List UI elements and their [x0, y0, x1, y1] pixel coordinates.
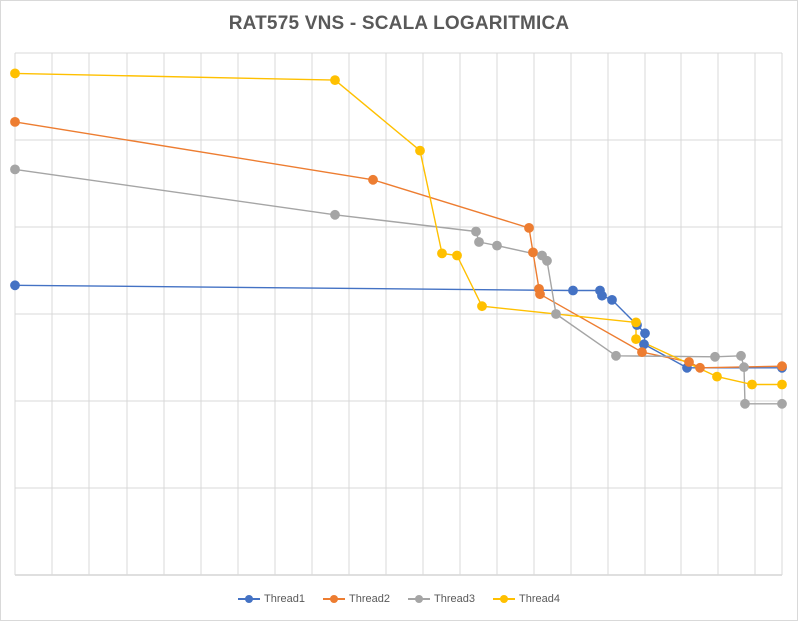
legend-item-thread1: Thread1 [238, 593, 305, 605]
legend-swatch [238, 594, 261, 604]
data-point-thread3 [740, 398, 750, 409]
data-point-thread3 [611, 350, 621, 361]
data-point-thread4 [631, 317, 641, 328]
data-point-thread3 [471, 226, 481, 237]
data-point-thread2 [684, 357, 694, 367]
series-line-thread4 [14, 72, 782, 386]
data-point-thread1 [597, 290, 607, 301]
chart-legend: Thread1 Thread2 Thread3 Thread4 [1, 593, 797, 605]
data-point-thread2 [777, 361, 787, 372]
data-point-thread4 [631, 334, 641, 345]
legend-swatch [408, 594, 430, 604]
data-point-thread3 [492, 240, 502, 251]
data-point-thread4 [330, 75, 340, 85]
data-point-thread3 [739, 362, 749, 373]
series-line-thread2 [14, 121, 783, 369]
series-line-thread1 [14, 284, 782, 369]
legend-label: Thread1 [264, 593, 306, 605]
data-point-thread4 [415, 145, 425, 156]
data-point-thread3 [736, 350, 746, 361]
data-point-thread4 [477, 301, 487, 312]
data-point-thread4 [452, 250, 462, 261]
data-point-thread1 [568, 285, 578, 296]
data-point-thread4 [712, 371, 722, 382]
legend-swatch [323, 594, 346, 604]
data-point-thread3 [777, 398, 787, 409]
data-point-thread4 [10, 68, 20, 79]
data-point-thread1 [640, 328, 650, 339]
data-point-thread3 [551, 309, 561, 319]
data-point-thread4 [437, 248, 447, 259]
legend-label: Thread2 [349, 593, 390, 605]
data-point-thread3 [10, 164, 20, 175]
data-point-thread4 [747, 379, 757, 390]
legend-item-thread4: Thread4 [492, 593, 560, 605]
data-point-thread2 [695, 362, 705, 373]
data-point-thread1 [10, 280, 20, 291]
data-point-thread2 [10, 117, 20, 127]
legend-swatch [492, 594, 515, 604]
data-point-thread2 [528, 247, 538, 258]
data-point-thread1 [607, 294, 617, 305]
data-point-thread2 [535, 289, 545, 300]
chart-title: RAT575 VNS - SCALA LOGARITMICA [228, 13, 570, 34]
data-point-thread2 [637, 347, 647, 358]
data-point-thread2 [368, 174, 378, 185]
data-point-thread3 [330, 209, 340, 220]
legend-label: Thread3 [434, 593, 475, 605]
legend-item-thread3: Thread3 [408, 593, 475, 605]
data-point-thread3 [710, 351, 720, 362]
legend-item-thread2: Thread2 [323, 593, 390, 605]
data-point-thread3 [474, 237, 484, 247]
data-point-thread4 [777, 379, 787, 390]
data-point-thread3 [542, 255, 552, 266]
data-point-thread2 [524, 222, 534, 233]
legend-label: Thread4 [518, 593, 560, 605]
